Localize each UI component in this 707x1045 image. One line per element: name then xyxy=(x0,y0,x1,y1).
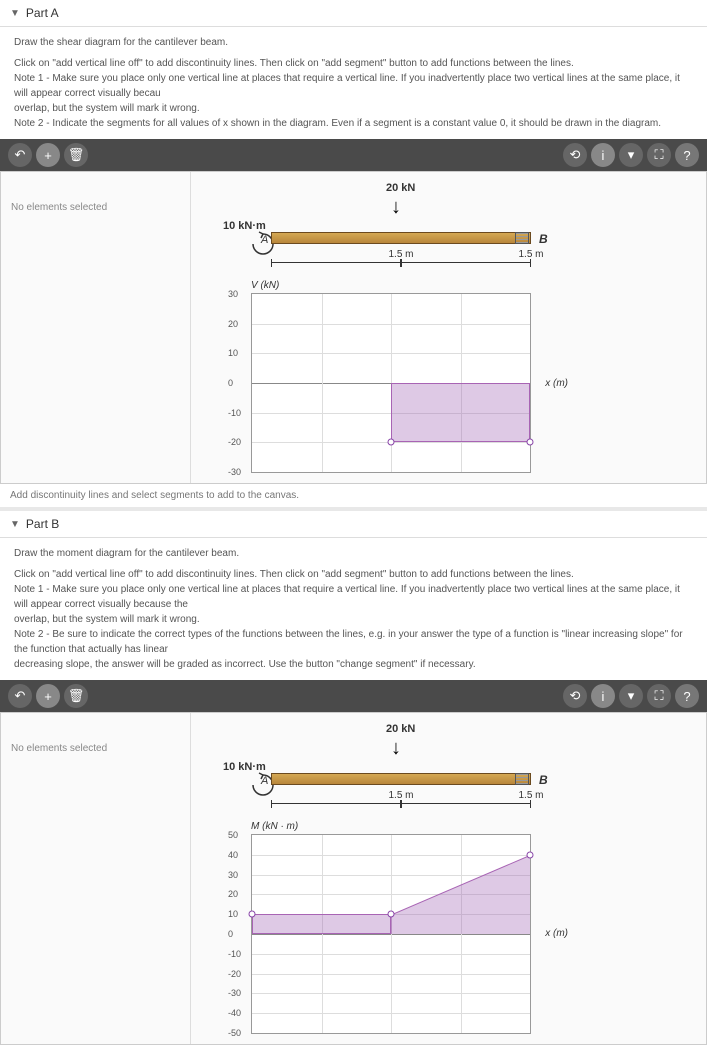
support-b-icon xyxy=(515,773,529,785)
caret-icon[interactable]: ▼ xyxy=(10,519,20,530)
no-elements-a: No elements selected xyxy=(11,202,107,213)
part-a-header[interactable]: ▼ Part A xyxy=(0,0,707,27)
part-b-title: Part B xyxy=(26,517,59,531)
beam-body-a xyxy=(271,232,531,244)
fullscreen-button[interactable]: ⛶ xyxy=(647,143,671,167)
panel-b: No elements selected 20 kN ↓ 10 kN·m A B… xyxy=(0,712,707,1045)
note-a-1b: overlap, but the system will mark it wro… xyxy=(14,101,693,116)
region-point-2[interactable] xyxy=(527,439,534,446)
panel-a: No elements selected 20 kN ↓ 10 kN·m A B… xyxy=(0,171,707,484)
note-b-1: Note 1 - Make sure you place only one ve… xyxy=(14,582,693,612)
trash-button[interactable]: 🗑 xyxy=(64,143,88,167)
label-b-point: B xyxy=(539,773,548,787)
m-point-2[interactable] xyxy=(388,911,395,918)
instr-a-1: Click on "add vertical line off" to add … xyxy=(14,56,693,71)
note-a-1: Note 1 - Make sure you place only one ve… xyxy=(14,71,693,101)
part-a-instructions: Draw the shear diagram for the cantileve… xyxy=(0,27,707,139)
prompt-b: Draw the moment diagram for the cantilev… xyxy=(14,546,693,561)
info-button[interactable]: i xyxy=(591,684,615,708)
fullscreen-button[interactable]: ⛶ xyxy=(647,684,671,708)
beam-figure-b: 20 kN ↓ 10 kN·m A B 1.5 m 1.5 m xyxy=(191,723,706,813)
note-a-2: Note 2 - Indicate the segments for all v… xyxy=(14,116,693,131)
dropdown-button[interactable]: ▾ xyxy=(619,143,643,167)
trash-button[interactable]: 🗑 xyxy=(64,684,88,708)
note-b-2: Note 2 - Be sure to indicate the correct… xyxy=(14,627,693,657)
info-button[interactable]: i xyxy=(591,143,615,167)
prompt-a: Draw the shear diagram for the cantileve… xyxy=(14,35,693,50)
support-b-icon xyxy=(515,232,529,244)
undo-button[interactable]: ↶ xyxy=(8,143,32,167)
footer-msg-a: Add discontinuity lines and select segme… xyxy=(0,484,707,507)
dim-1-b: 1.5 m xyxy=(271,803,401,804)
force-label-a: 20 kN xyxy=(386,182,415,194)
part-b-instructions: Draw the moment diagram for the cantilev… xyxy=(0,538,707,680)
canvas-b[interactable]: 20 kN ↓ 10 kN·m A B 1.5 m 1.5 m M (kN · … xyxy=(191,713,706,1044)
chart-ylabel-a: V (kN) xyxy=(251,280,531,291)
reset-button[interactable]: ⟲ xyxy=(563,684,587,708)
m-point-3[interactable] xyxy=(527,851,534,858)
note-b-1b: overlap, but the system will mark it wro… xyxy=(14,612,693,627)
toolbar-b: ↶ + 🗑 ⟲ i ▾ ⛶ ? xyxy=(0,680,707,712)
canvas-a[interactable]: 20 kN ↓ 10 kN·m A B 1.5 m 1.5 m V (kN) xyxy=(191,172,706,483)
label-a-point: A xyxy=(261,775,268,787)
caret-icon[interactable]: ▼ xyxy=(10,8,20,19)
dropdown-button[interactable]: ▾ xyxy=(619,684,643,708)
help-button[interactable]: ? xyxy=(675,143,699,167)
help-button[interactable]: ? xyxy=(675,684,699,708)
m-point-1[interactable] xyxy=(249,911,256,918)
xlabel-a: x (m) xyxy=(545,378,568,389)
dim-2-a: 1.5 m xyxy=(401,262,531,263)
beam-body-b xyxy=(271,773,531,785)
undo-button[interactable]: ↶ xyxy=(8,684,32,708)
toolbar-a: ↶ + 🗑 ⟲ i ▾ ⛶ ? xyxy=(0,139,707,171)
left-panel-b: No elements selected xyxy=(1,713,191,1044)
moment-chart[interactable]: M (kN · m) 50 40 30 xyxy=(251,821,531,1034)
left-panel-a: No elements selected xyxy=(1,172,191,483)
region-point-1[interactable] xyxy=(388,439,395,446)
no-elements-b: No elements selected xyxy=(11,743,107,754)
shear-chart[interactable]: V (kN) 30 20 10 0 -10 -20 -30 xyxy=(251,280,531,473)
beam-figure-a: 20 kN ↓ 10 kN·m A B 1.5 m 1.5 m xyxy=(191,182,706,272)
add-button[interactable]: + xyxy=(36,684,60,708)
label-b-point: B xyxy=(539,232,548,246)
part-b-header[interactable]: ▼ Part B xyxy=(0,511,707,538)
instr-b-1: Click on "add vertical line off" to add … xyxy=(14,567,693,582)
moment-region-1[interactable] xyxy=(252,914,391,934)
reset-button[interactable]: ⟲ xyxy=(563,143,587,167)
label-a-point: A xyxy=(261,234,268,246)
part-a-title: Part A xyxy=(26,6,59,20)
moment-region-2[interactable] xyxy=(391,855,530,934)
dim-2-b: 1.5 m xyxy=(401,803,531,804)
chart-grid-b[interactable]: 50 40 30 20 10 0 -10 -20 -30 -40 -50 xyxy=(251,834,531,1034)
force-label-b: 20 kN xyxy=(386,723,415,735)
part-b: ▼ Part B Draw the moment diagram for the… xyxy=(0,511,707,1045)
xlabel-b: x (m) xyxy=(545,928,568,939)
chart-grid-a[interactable]: 30 20 10 0 -10 -20 -30 x (m) xyxy=(251,293,531,473)
dim-1-a: 1.5 m xyxy=(271,262,401,263)
add-button[interactable]: + xyxy=(36,143,60,167)
part-a: ▼ Part A Draw the shear diagram for the … xyxy=(0,0,707,507)
shear-region[interactable] xyxy=(391,383,530,442)
force-arrow-icon: ↓ xyxy=(391,196,401,219)
note-b-2b: decreasing slope, the answer will be gra… xyxy=(14,657,693,672)
force-arrow-icon: ↓ xyxy=(391,737,401,760)
chart-ylabel-b: M (kN · m) xyxy=(251,821,531,832)
